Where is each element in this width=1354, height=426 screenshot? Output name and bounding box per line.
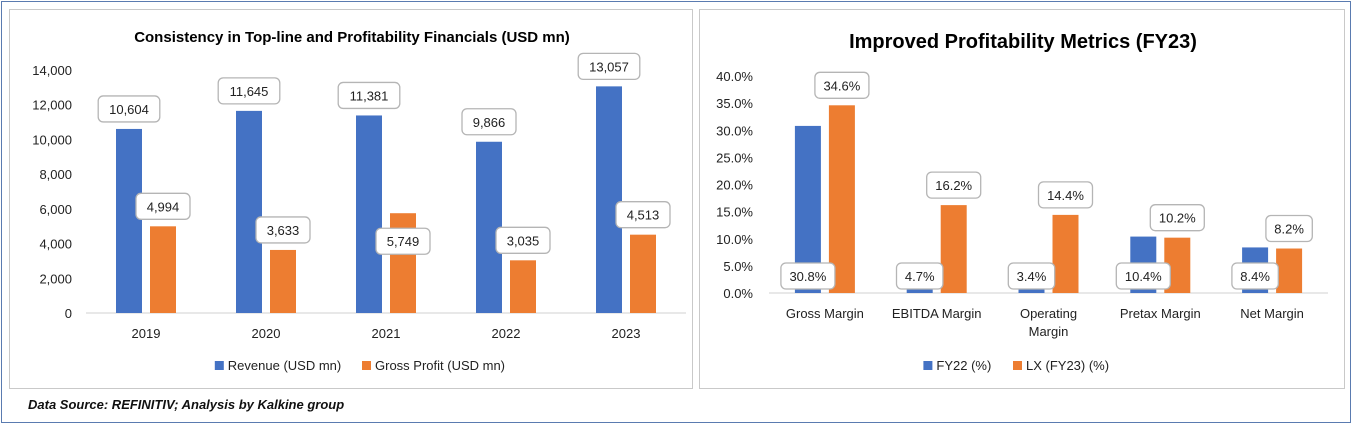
bar-series2 (940, 205, 967, 293)
y-tick-label: 4,000 (39, 237, 72, 252)
data-label-box (780, 262, 836, 290)
data-label-box (926, 171, 982, 199)
x-category-label: Pretax Margin (1120, 306, 1201, 321)
chart-title: Improved Profitability Metrics (FY23) (849, 31, 1197, 53)
data-label-series1: 8.4% (1240, 269, 1270, 284)
x-category-label: EBITDA Margin (892, 306, 982, 321)
data-label-box (1037, 181, 1094, 209)
legend-swatch-series1 (923, 361, 933, 370)
legend-label-series2: Gross Profit (USD mn) (375, 358, 505, 373)
data-label-series1: 10.4% (1125, 269, 1162, 284)
bar-series2 (1276, 248, 1303, 293)
y-tick-label: 0 (65, 306, 72, 321)
data-label-series1: 3.4% (1017, 269, 1047, 284)
x-category-label: 2023 (612, 326, 641, 341)
revenue-chart: Consistency in Top-line and Profitabilit… (32, 29, 686, 373)
data-label-series2: 4,513 (627, 208, 660, 223)
x-category-label: Net Margin (1240, 306, 1304, 321)
bar-series1 (236, 110, 262, 313)
chart-title: Consistency in Top-line and Profitabilit… (134, 29, 570, 46)
data-label-series2: 34.6% (823, 78, 860, 93)
legend-label-series1: Revenue (USD mn) (228, 358, 341, 373)
data-label-box (895, 262, 944, 290)
y-tick-label: 2,000 (39, 271, 72, 286)
x-category-label: Operating (1020, 306, 1077, 321)
data-label-box (97, 95, 161, 123)
data-label-box (337, 81, 401, 110)
data-label-series2: 14.4% (1047, 188, 1084, 203)
y-tick-label: 20.0% (716, 178, 753, 193)
data-label-box (1231, 262, 1279, 290)
data-label-box (255, 216, 311, 244)
y-tick-label: 10,000 (32, 132, 72, 147)
data-label-box (375, 227, 431, 255)
y-tick-label: 8,000 (39, 167, 72, 182)
legend-label-series2: LX (FY23) (%) (1026, 358, 1109, 373)
y-tick-label: 35.0% (716, 96, 753, 111)
data-label-series2: 4,994 (147, 199, 180, 214)
data-label-box (217, 77, 281, 105)
bar-series2 (150, 226, 176, 313)
bar-series1 (356, 115, 382, 313)
data-label-box (135, 192, 191, 220)
data-label-series2: 8.2% (1274, 222, 1304, 237)
legend-label-series1: FY22 (%) (936, 358, 991, 373)
y-tick-label: 30.0% (716, 123, 753, 138)
bar-series2 (510, 260, 536, 313)
bar-series2 (828, 105, 855, 293)
revenue-chart-panel: Consistency in Top-line and Profitabilit… (9, 9, 693, 389)
bar-series2 (270, 249, 296, 313)
y-tick-label: 12,000 (32, 98, 72, 113)
data-label-box (615, 201, 671, 229)
y-tick-label: 6,000 (39, 202, 72, 217)
data-label-series1: 10,604 (109, 102, 149, 117)
data-label-box (461, 108, 517, 136)
data-label-series1: 30.8% (789, 269, 826, 284)
data-label-series1: 13,057 (589, 59, 629, 74)
data-label-box (1149, 204, 1205, 232)
y-tick-label: 25.0% (716, 150, 753, 165)
x-category-label: 2020 (252, 326, 281, 341)
data-label-series2: 16.2% (935, 178, 972, 193)
y-tick-label: 5.0% (723, 259, 753, 274)
margin-chart: Improved Profitability Metrics (FY23) 0.0… (716, 31, 1328, 373)
legend-swatch-series2 (362, 361, 371, 370)
data-label-box (1265, 214, 1313, 243)
data-label-series1: 9,866 (473, 115, 506, 130)
data-label-box (1115, 262, 1171, 290)
data-label-box (1007, 262, 1056, 290)
x-category-label: 2022 (492, 326, 521, 341)
bar-series2 (630, 234, 656, 313)
data-label-series2: 10.2% (1159, 211, 1196, 226)
y-tick-label: 40.0% (716, 69, 753, 84)
legend-swatch-series2 (1013, 361, 1022, 370)
data-label-series1: 11,381 (350, 88, 389, 103)
x-category-label: Margin (1029, 324, 1069, 339)
data-label-series2: 5,749 (387, 234, 420, 249)
data-label-series2: 3,035 (507, 233, 540, 248)
data-source-footer: Data Source: REFINITIV; Analysis by Kalk… (28, 397, 345, 412)
data-label-series1: 4.7% (905, 269, 935, 284)
x-category-label: 2019 (132, 326, 161, 341)
data-label-series1: 11,645 (230, 84, 269, 99)
x-category-label: Gross Margin (786, 306, 864, 321)
data-label-box (814, 71, 870, 99)
data-label-series2: 3,633 (267, 223, 300, 238)
margin-chart-panel: Improved Profitability Metrics (FY23) 0.0… (699, 9, 1345, 389)
legend-swatch-series1 (214, 361, 224, 370)
data-label-box (495, 226, 551, 254)
y-tick-label: 0.0% (723, 286, 753, 301)
y-tick-label: 10.0% (716, 232, 753, 247)
y-tick-label: 14,000 (32, 63, 72, 78)
bar-series2 (1052, 214, 1079, 293)
bar-series1 (476, 141, 502, 313)
bar-series1 (596, 86, 622, 313)
bar-series1 (116, 128, 142, 313)
data-label-box (577, 52, 641, 81)
y-tick-label: 15.0% (716, 205, 753, 220)
x-category-label: 2021 (372, 326, 401, 341)
